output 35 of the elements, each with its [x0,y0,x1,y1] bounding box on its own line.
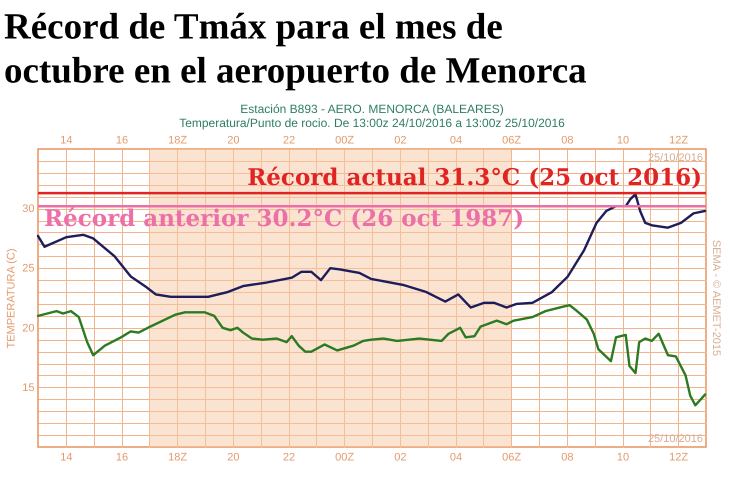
y-tick-label: 25 [22,262,34,275]
line-series [36,193,706,309]
x-tick-label: 14 [60,134,72,146]
chart-title: Récord de Tmáx para el mes de octubre en el aeropuerto de Menorca [4,6,587,92]
x2-tick-label: 14 [60,452,72,464]
x-tick-label: 04 [450,134,462,146]
x-tick-label: 20 [227,134,240,146]
x2-tick-label: 12Z [669,452,688,464]
x-tick-label: 02 [394,134,406,146]
chart-subtitle: Estación B893 - AERO. MENORCA (BALEARES) Temperatura/Punto de rocio. De 13:00z 24/10/2016 a 13:00z 25/10/2016 [179,102,566,130]
x2-tick-label: 02 [394,452,406,464]
x2-tick-label: 18Z [168,452,188,464]
x2-tick-label: 22 [282,452,296,464]
x2-tick-label: 08 [561,452,574,464]
x2-tick-label: 00Z [335,452,354,464]
x2-tick-label: 04 [450,452,462,464]
line-series [36,304,706,406]
x2-tick-label: 20 [227,452,240,464]
x-tick-label: 18Z [168,134,188,146]
y-axis-title: TEMPERATURA (C) [5,248,18,349]
y-tick-label: 15 [22,382,34,394]
text: SEMA - © AEMET-2015 [710,240,722,356]
x-tick-label: 22 [282,134,296,146]
y-tick-label: 20 [22,322,34,334]
x2-tick-label: 16 [116,452,128,464]
x-tick-label: 10 [616,134,630,146]
x-tick-label: 12Z [669,134,688,146]
x-tick-label: 08 [561,134,574,146]
y-tick-label: 30 [22,203,34,216]
x-tick-label: 16 [116,134,128,146]
x-tick-label: 00Z [335,134,354,146]
ref-line-label: Récord actual 31.3°C (25 oct 2016) [247,164,702,192]
x2-tick-label: 06Z [502,452,522,464]
x2-tick-label: 10 [616,452,630,464]
x-tick-label: 06Z [502,134,522,146]
